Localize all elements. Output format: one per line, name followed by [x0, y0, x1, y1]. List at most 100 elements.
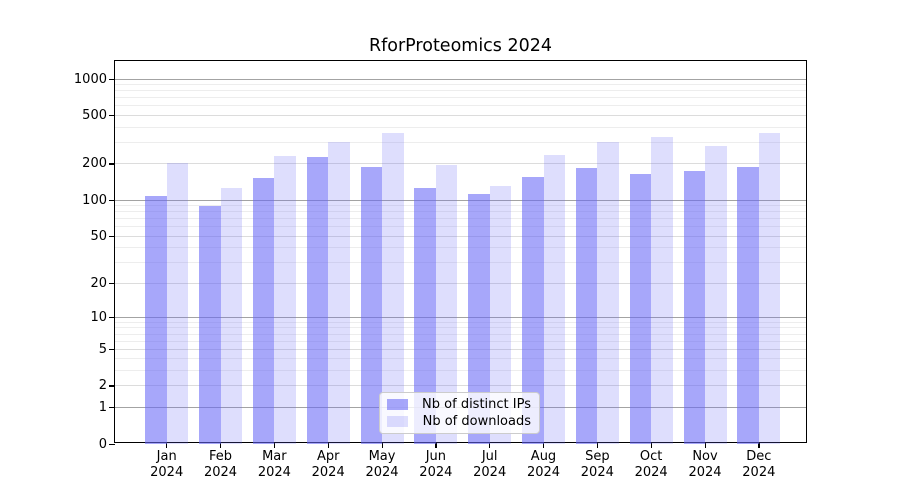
- bar-distinct-ips-may: [360, 166, 383, 444]
- bar-downloads-dec: [758, 132, 781, 444]
- bar-distinct-ips-jan: [145, 195, 167, 444]
- legend-swatch-downloads: [387, 416, 408, 428]
- x-tick-jan: [166, 442, 168, 448]
- y-label-2: 2: [98, 378, 107, 394]
- bar-distinct-ips-mar: [252, 177, 275, 444]
- chart-title: RforProteomics 2024: [368, 36, 553, 56]
- y-label-20: 20: [90, 275, 107, 291]
- x-tick-dec: [758, 442, 760, 448]
- gridline-minor: [115, 84, 806, 86]
- bar-distinct-ips-feb: [199, 206, 221, 444]
- gridline-minor: [115, 211, 806, 213]
- x-label-may: May 2024: [365, 449, 399, 480]
- gridline-minor: [115, 205, 806, 207]
- x-label-jun: Jun 2024: [419, 449, 453, 480]
- y-tick-100: [109, 199, 115, 201]
- gridline-major: [115, 199, 806, 201]
- gridline-minor: [115, 105, 806, 107]
- gridline-minor: [115, 327, 806, 329]
- x-label-nov: Nov 2024: [688, 449, 722, 480]
- y-label-0: 0: [98, 436, 107, 452]
- y-tick-20: [109, 282, 115, 284]
- bar-downloads-jul: [489, 185, 512, 444]
- y-label-1000: 1000: [73, 71, 107, 87]
- gridline-labeled: [115, 163, 806, 165]
- gridline-minor: [115, 358, 806, 360]
- y-tick-1: [109, 406, 115, 409]
- y-label-200: 200: [82, 156, 107, 172]
- plot-area: Jan 2024 Feb 2024 Mar 2024 Apr 2024 May 2024 Jun 20…: [74, 60, 807, 480]
- x-tick-apr: [327, 442, 329, 448]
- gridline-minor: [115, 218, 806, 220]
- x-tick-aug: [543, 442, 545, 448]
- bar-distinct-ips-oct: [629, 173, 652, 444]
- gridline-minor: [115, 247, 806, 249]
- x-tick-mar: [273, 442, 276, 448]
- x-tick-jun: [435, 442, 437, 448]
- gridline-minor: [115, 321, 806, 323]
- bar-downloads-jan: [166, 163, 189, 444]
- bar-downloads-mar: [274, 155, 296, 444]
- bar-downloads-oct: [651, 136, 673, 444]
- y-label-10: 10: [90, 309, 107, 325]
- y-tick-1000: [109, 78, 115, 80]
- y-label-500: 500: [82, 108, 107, 124]
- y-tick-10: [109, 316, 115, 319]
- legend: Nb of distinct IPs Nb of downloads: [379, 392, 540, 434]
- gridline-labeled: [115, 115, 806, 117]
- gridline-labeled: [115, 385, 806, 387]
- y-label-5: 5: [98, 341, 107, 357]
- y-tick-5: [109, 348, 115, 351]
- gridline-minor: [115, 97, 806, 99]
- x-label-jul: Jul 2024: [473, 449, 507, 480]
- legend-label-distinct-ips: Nb of distinct IPs: [422, 396, 531, 412]
- bar-downloads-jun: [435, 165, 458, 444]
- bar-downloads-sep: [597, 141, 619, 444]
- x-tick-may: [381, 442, 383, 448]
- gridline-major: [115, 316, 806, 318]
- gridline-major: [115, 78, 806, 80]
- bar-distinct-ips-dec: [737, 166, 759, 444]
- gridline-minor: [115, 370, 806, 372]
- y-tick-50: [109, 235, 115, 238]
- gridline-labeled: [115, 282, 806, 284]
- y-label-50: 50: [90, 228, 107, 244]
- legend-swatch-distinct-ips: [387, 398, 408, 410]
- gridline-minor: [115, 141, 806, 143]
- bar-downloads-may: [382, 132, 404, 444]
- gridline-labeled: [115, 348, 806, 350]
- y-label-1: 1: [98, 399, 107, 415]
- gridline-labeled: [115, 235, 806, 237]
- x-label-feb: Feb 2024: [203, 449, 238, 480]
- bar-distinct-ips-jun: [414, 188, 436, 444]
- gridline-minor: [115, 226, 806, 228]
- x-tick-nov: [704, 442, 706, 448]
- x-label-dec: Dec 2024: [742, 449, 776, 480]
- x-label-mar: Mar 2024: [257, 449, 291, 480]
- x-label-jan: Jan 2024: [150, 449, 184, 480]
- x-tick-oct: [650, 442, 652, 448]
- bar-distinct-ips-nov: [683, 170, 705, 444]
- gridline-minor: [115, 262, 806, 264]
- x-label-apr: Apr 2024: [311, 449, 345, 480]
- gridline-minor: [115, 126, 806, 128]
- legend-item-downloads: Nb of downloads: [387, 413, 531, 430]
- y-label-100: 100: [82, 192, 107, 208]
- x-tick-sep: [596, 442, 599, 448]
- y-tick-500: [109, 115, 115, 117]
- x-label-aug: Aug 2024: [526, 449, 561, 480]
- bar-distinct-ips-jul: [468, 193, 490, 444]
- gridline-minor: [115, 90, 806, 92]
- legend-label-downloads: Nb of downloads: [422, 414, 531, 430]
- bar-distinct-ips-apr: [306, 156, 329, 444]
- gridline-minor: [115, 340, 806, 342]
- bar-distinct-ips-sep: [575, 168, 598, 444]
- x-tick-jul: [489, 442, 491, 448]
- y-tick-200: [109, 163, 115, 165]
- bar-distinct-ips-aug: [522, 176, 544, 444]
- y-tick-2: [109, 385, 115, 387]
- bar-downloads-apr: [328, 141, 350, 444]
- bar-downloads-aug: [543, 154, 565, 444]
- y-tick-0: [109, 443, 115, 445]
